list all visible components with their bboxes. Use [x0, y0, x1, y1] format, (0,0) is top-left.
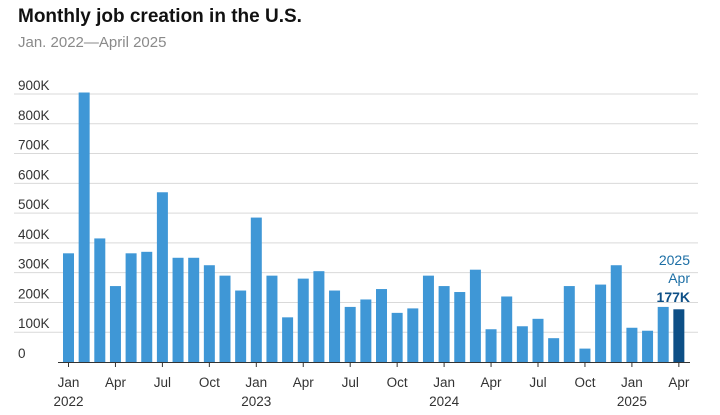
x-tick-month: Jul — [342, 375, 359, 390]
bar-jun-2022 — [141, 251, 153, 362]
bar-jul-2022 — [156, 192, 168, 362]
bar-nov-2023 — [407, 308, 419, 362]
bar-feb-2025 — [642, 330, 654, 362]
x-tick-month: Jul — [529, 375, 546, 390]
y-tick-label: 500K — [18, 197, 50, 212]
bar-apr-2024 — [485, 329, 497, 362]
bar-mar-2024 — [469, 269, 481, 362]
y-tick-label: 0 — [18, 346, 26, 361]
x-tick-month: Apr — [105, 375, 127, 390]
bar-aug-2024 — [548, 338, 560, 362]
annotation-year: 2025 — [659, 252, 690, 268]
bar-oct-2023 — [391, 312, 403, 362]
y-tick-label: 900K — [18, 78, 50, 93]
bar-feb-2022 — [78, 92, 90, 362]
bar-dec-2023 — [422, 275, 434, 362]
bar-apr-2022 — [109, 286, 121, 362]
bar-oct-2024 — [579, 348, 591, 362]
y-tick-label: 100K — [18, 316, 50, 331]
x-tick-year: 2024 — [429, 394, 460, 409]
x-tick-year: 2023 — [241, 394, 271, 409]
bar-jun-2023 — [329, 290, 341, 362]
chart-subtitle: Jan. 2022—April 2025 — [18, 34, 167, 51]
x-tick-month: Jul — [154, 375, 171, 390]
bar-apr-2025 — [673, 309, 685, 362]
y-tick-label: 800K — [18, 108, 50, 123]
x-tick-month: Jan — [621, 375, 643, 390]
bar-jun-2024 — [516, 326, 528, 362]
x-tick-month: Oct — [199, 375, 220, 390]
bar-jan-2022 — [63, 253, 74, 362]
x-tick-month: Oct — [574, 375, 595, 390]
x-tick-month: Jan — [58, 375, 80, 390]
latest-value-annotation: 2025 Apr 177K — [657, 252, 691, 305]
bar-jul-2024 — [532, 318, 544, 362]
y-tick-label: 600K — [18, 167, 50, 182]
bar-jan-2025 — [626, 327, 638, 362]
bar-sep-2022 — [188, 257, 200, 362]
x-tick-month: Apr — [668, 375, 690, 390]
x-axis-ticks: Jan 2022 Apr Jul Oct Jan 2023 Apr Jul Oct Jan 2024 A… — [53, 362, 690, 409]
bar-mar-2025 — [657, 306, 669, 362]
x-tick-month: Jan — [245, 375, 267, 390]
y-tick-label: 300K — [18, 257, 50, 272]
bar-may-2023 — [313, 271, 325, 362]
bar-jan-2024 — [438, 286, 450, 362]
bar-sep-2024 — [563, 286, 575, 362]
bar-mar-2023 — [282, 317, 294, 362]
chart-title: Monthly job creation in the U.S. — [18, 6, 302, 27]
x-tick-month: Apr — [481, 375, 503, 390]
x-tick-month: Apr — [293, 375, 315, 390]
bar-may-2022 — [125, 253, 137, 362]
bar-apr-2023 — [297, 278, 309, 362]
bar-nov-2022 — [219, 275, 231, 362]
bar-aug-2023 — [360, 299, 372, 362]
bar-feb-2023 — [266, 275, 278, 362]
annotation-value: 177K — [657, 289, 690, 305]
bar-aug-2022 — [172, 257, 184, 362]
bar-may-2024 — [501, 296, 513, 362]
bar-sep-2023 — [376, 289, 387, 362]
bar-dec-2024 — [610, 265, 622, 362]
bar-oct-2022 — [203, 265, 215, 362]
x-tick-year: 2025 — [617, 394, 647, 409]
bar-jul-2023 — [344, 306, 356, 362]
annotation-month: Apr — [668, 270, 690, 286]
bar-nov-2024 — [595, 284, 607, 362]
bar-feb-2024 — [454, 292, 466, 362]
x-tick-year: 2022 — [53, 394, 83, 409]
y-tick-label: 200K — [18, 286, 50, 301]
y-axis-ticks: 0 100K 200K 300K 400K 500K 600K 700K 800K 900K — [18, 78, 50, 361]
bar-dec-2022 — [235, 290, 247, 362]
y-tick-label: 700K — [18, 138, 50, 153]
bar-mar-2022 — [94, 238, 106, 362]
bar-jan-2023 — [250, 217, 262, 362]
x-tick-month: Jan — [433, 375, 455, 390]
y-tick-label: 400K — [18, 227, 50, 242]
x-tick-month: Oct — [387, 375, 408, 390]
bars — [63, 92, 685, 362]
